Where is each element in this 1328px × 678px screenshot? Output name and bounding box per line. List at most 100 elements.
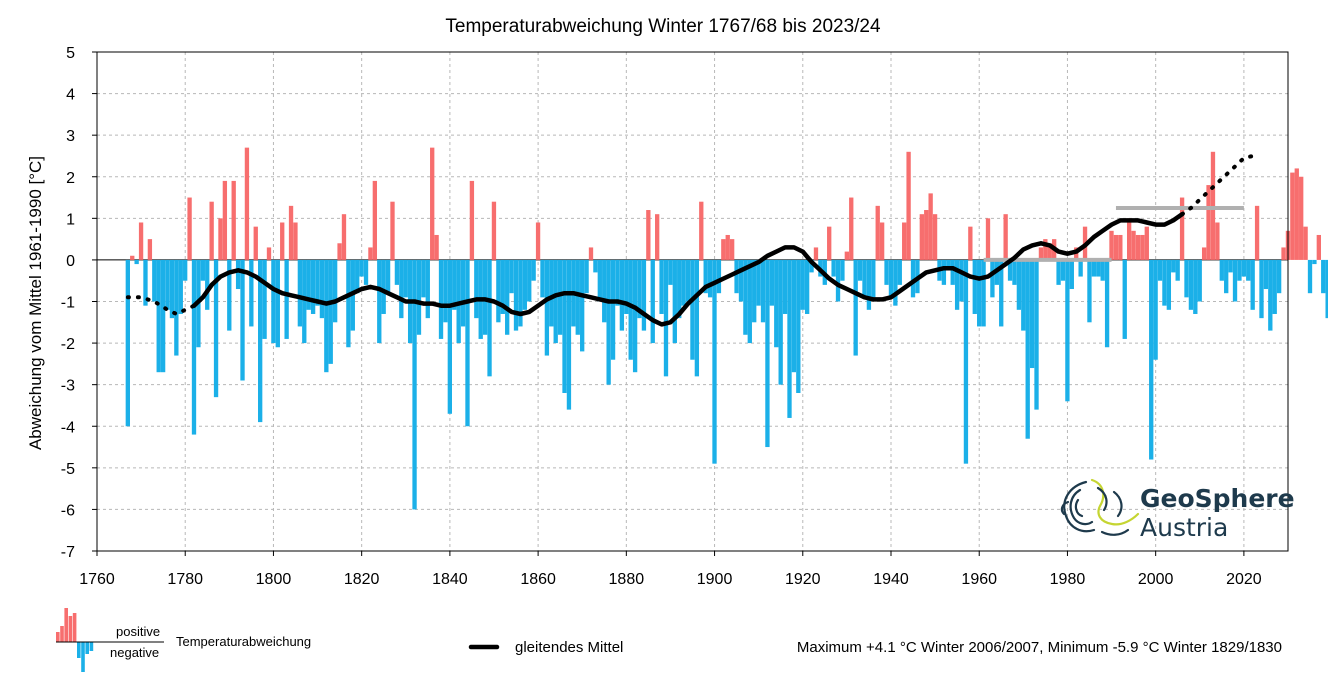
bar-negative <box>888 259 894 298</box>
bar-positive <box>875 205 880 260</box>
bar-negative <box>403 259 408 298</box>
y-tick-label: 2 <box>66 170 75 187</box>
bar-positive <box>1131 230 1136 260</box>
bar-negative <box>509 259 514 294</box>
bar-positive <box>1299 176 1304 260</box>
bar-positive <box>280 222 285 260</box>
bar-negative <box>518 259 523 327</box>
x-tick-label: 1860 <box>520 571 556 588</box>
bar-negative <box>632 259 638 373</box>
bar-negative <box>959 259 964 302</box>
bar-negative <box>1250 259 1255 310</box>
bar-negative <box>1021 259 1026 331</box>
bar-negative <box>205 259 210 310</box>
bar-negative <box>602 259 607 323</box>
bar-positive <box>906 151 911 260</box>
bar-negative <box>544 259 550 356</box>
bar-negative <box>778 259 783 385</box>
moving-average <box>125 154 1255 327</box>
y-tick-label: 1 <box>66 211 75 228</box>
chart-title: Temperaturabweichung Winter 1767/68 bis … <box>445 16 881 37</box>
bar-positive <box>368 247 373 260</box>
bar-negative <box>165 259 170 310</box>
bar-negative <box>756 259 761 306</box>
bar-positive <box>1316 234 1321 260</box>
bar-negative <box>857 259 863 281</box>
bar-negative <box>606 259 611 385</box>
bar-positive <box>1118 234 1123 260</box>
moving-average-line <box>191 211 1185 327</box>
bar-negative <box>174 259 179 356</box>
y-tick-label: -2 <box>61 336 75 353</box>
bar-positive <box>1303 226 1308 260</box>
bar-positive <box>341 214 347 260</box>
bar-negative <box>884 259 889 285</box>
bar-negative <box>1056 259 1061 285</box>
bar-negative <box>355 259 360 294</box>
bar-negative <box>593 259 598 273</box>
bar-negative <box>610 259 616 360</box>
bar-negative <box>1325 259 1328 319</box>
bar-positive <box>1038 247 1044 260</box>
bar-negative <box>531 259 536 281</box>
logo-line1: GeoSphere <box>1140 484 1295 513</box>
bar-positive <box>1201 247 1207 260</box>
bar-negative <box>156 259 161 373</box>
bar-negative <box>835 259 841 302</box>
bar-positive <box>390 201 395 260</box>
bar-negative <box>1321 259 1326 294</box>
legend-bar-positive <box>72 613 77 642</box>
legend-bar-negative <box>89 642 94 651</box>
bar-negative <box>650 259 655 344</box>
bar-negative <box>1241 259 1246 277</box>
bar-positive <box>1043 239 1048 260</box>
bar-positive <box>813 247 819 260</box>
bar-negative <box>977 259 982 327</box>
bar-negative <box>474 259 479 319</box>
bar-positive <box>1290 172 1295 260</box>
bar-negative <box>438 259 444 339</box>
bar-positive <box>209 201 214 260</box>
bar-positive <box>919 214 924 260</box>
legend-line-label: gleitendes Mittel <box>515 639 623 656</box>
bar-positive <box>725 234 730 260</box>
legend-positive-label: positive <box>116 624 160 639</box>
y-tick-label: -1 <box>61 295 75 312</box>
bar-negative <box>262 259 267 339</box>
bar-negative <box>677 259 682 319</box>
logo-line2: Austria <box>1140 513 1228 542</box>
bar-negative <box>178 259 183 314</box>
bar-negative <box>597 259 602 302</box>
bar-negative <box>765 259 770 448</box>
y-tick-label: -7 <box>61 544 75 561</box>
bar-negative <box>152 259 157 302</box>
bar-positive <box>879 222 885 260</box>
bar-negative <box>134 259 139 265</box>
bar-negative <box>460 259 466 327</box>
x-tick-label: 1940 <box>873 571 909 588</box>
bar-negative <box>1307 259 1313 294</box>
bar-negative <box>227 259 232 331</box>
y-tick-label: 5 <box>66 45 75 62</box>
bar-negative <box>999 259 1004 327</box>
y-tick-label: 0 <box>66 253 75 270</box>
x-tick-label: 1760 <box>79 571 115 588</box>
bar-positive <box>1003 214 1008 260</box>
x-tick-label: 1780 <box>167 571 203 588</box>
bar-negative <box>769 259 775 306</box>
x-tick-label: 1820 <box>344 571 380 588</box>
bar-negative <box>1224 259 1229 294</box>
y-tick-label: -5 <box>61 461 75 478</box>
bar-negative <box>381 259 386 314</box>
legend-bar-positive <box>68 616 73 642</box>
bar-negative <box>1157 259 1163 281</box>
bar-negative <box>363 259 369 285</box>
bar-negative <box>200 259 205 281</box>
bar-negative <box>319 259 325 319</box>
bar-negative <box>584 259 589 294</box>
bar-negative <box>1268 259 1273 331</box>
bar-negative <box>1069 259 1074 290</box>
bar-negative <box>950 259 955 285</box>
bar-negative <box>399 259 404 319</box>
